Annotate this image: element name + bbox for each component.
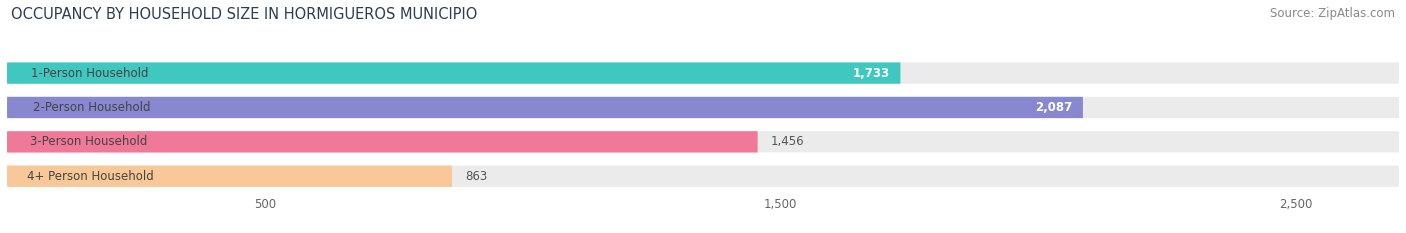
Text: 2,087: 2,087	[1035, 101, 1073, 114]
Text: OCCUPANCY BY HOUSEHOLD SIZE IN HORMIGUEROS MUNICIPIO: OCCUPANCY BY HOUSEHOLD SIZE IN HORMIGUER…	[11, 7, 478, 22]
Text: 1,456: 1,456	[770, 135, 804, 148]
FancyBboxPatch shape	[7, 97, 1399, 118]
Text: 4+ Person Household: 4+ Person Household	[27, 170, 153, 183]
Text: 1,733: 1,733	[853, 67, 890, 80]
FancyBboxPatch shape	[7, 166, 451, 187]
FancyBboxPatch shape	[7, 166, 1399, 187]
Text: 2-Person Household: 2-Person Household	[34, 101, 150, 114]
FancyBboxPatch shape	[7, 97, 1083, 118]
FancyBboxPatch shape	[7, 62, 1399, 84]
Text: 863: 863	[465, 170, 486, 183]
Text: 1-Person Household: 1-Person Household	[31, 67, 149, 80]
Text: 3-Person Household: 3-Person Household	[30, 135, 148, 148]
FancyBboxPatch shape	[7, 131, 758, 152]
Text: Source: ZipAtlas.com: Source: ZipAtlas.com	[1270, 7, 1395, 20]
FancyBboxPatch shape	[7, 62, 900, 84]
FancyBboxPatch shape	[7, 131, 1399, 152]
